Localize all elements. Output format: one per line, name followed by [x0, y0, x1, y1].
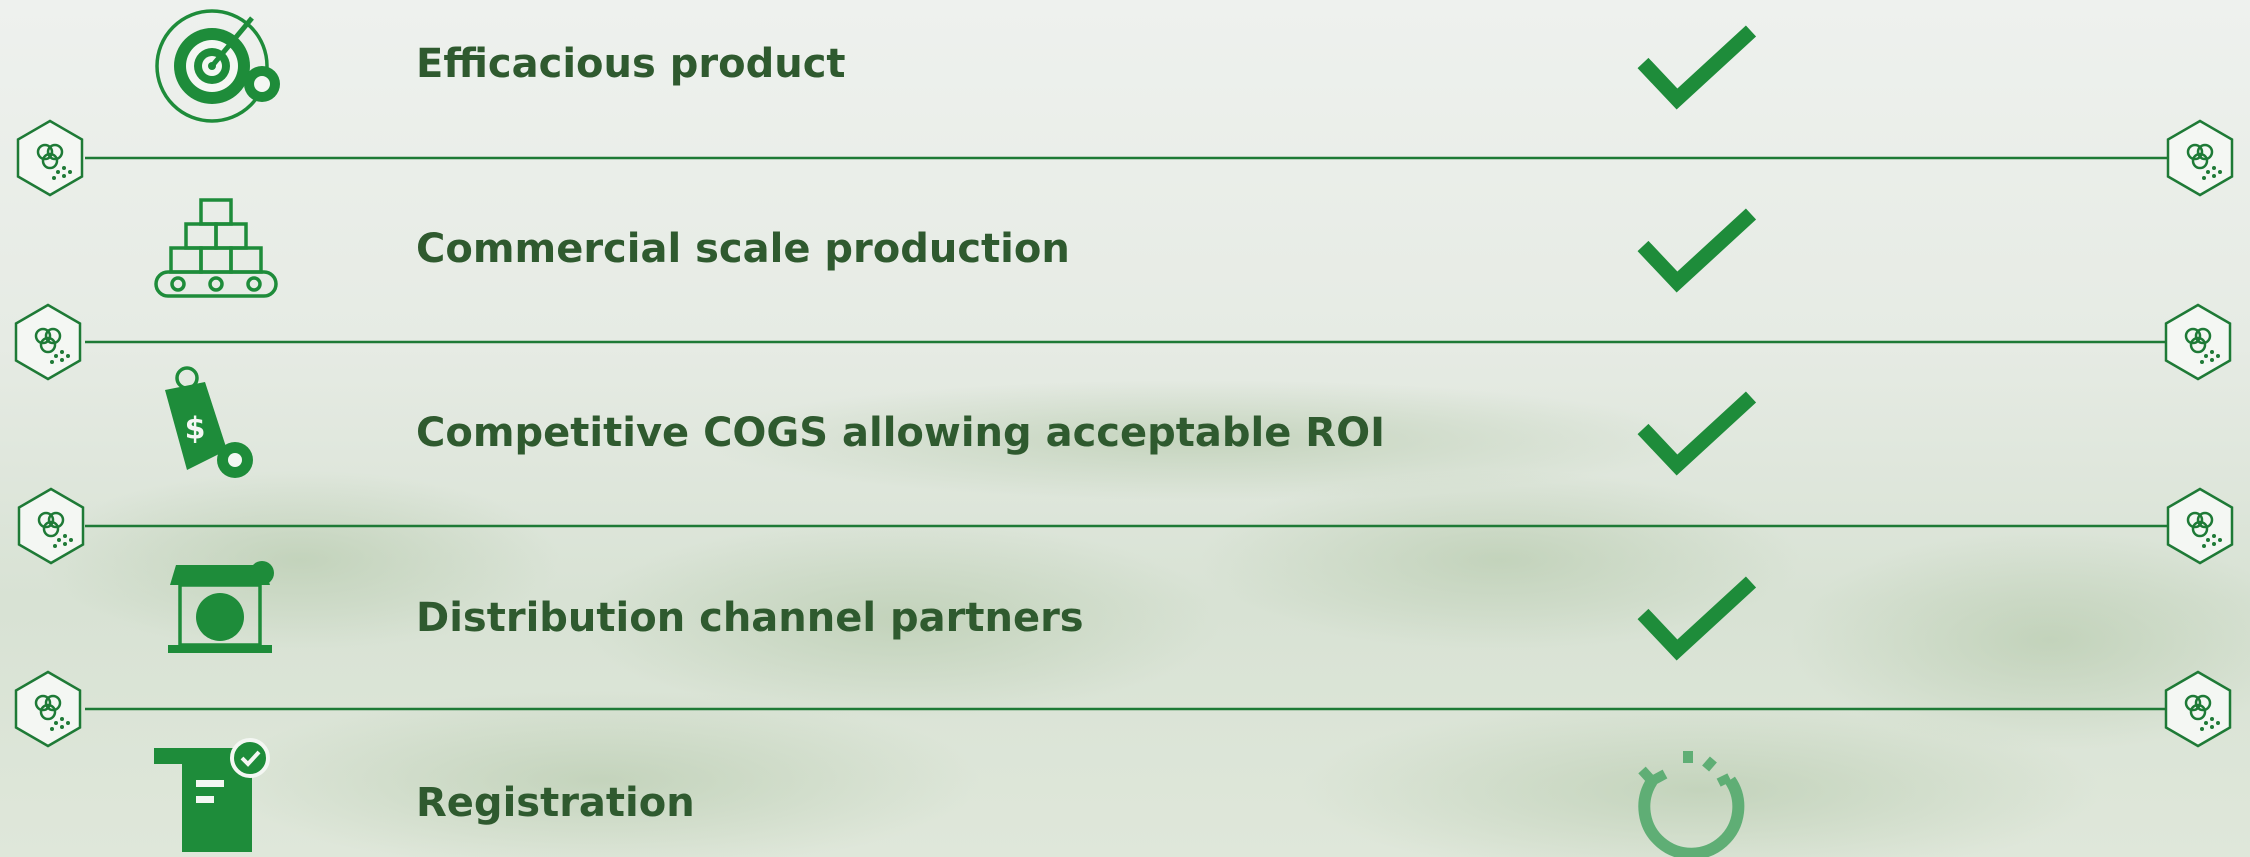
icon-distribution [168, 561, 274, 653]
svg-text:$: $ [185, 412, 206, 447]
row-label: Commercial scale production [416, 226, 1070, 272]
check-mark [1637, 208, 1757, 293]
icon-price-tag: $ [165, 366, 253, 478]
background-foliage [40, 380, 2250, 857]
row-label: Distribution channel partners [416, 595, 1084, 641]
icon-registration [154, 738, 270, 852]
check-mark [1637, 25, 1757, 110]
check-mark [1637, 576, 1757, 661]
check-mark [1637, 391, 1757, 476]
icon-target [155, 9, 280, 123]
icon-production [154, 198, 278, 298]
in-progress-icon [1638, 751, 1745, 857]
separators [14, 119, 2234, 748]
row-label: Efficacious product [416, 41, 846, 87]
row-label: Competitive COGS allowing acceptable ROI [416, 410, 1385, 456]
row-label: Registration [416, 780, 695, 826]
